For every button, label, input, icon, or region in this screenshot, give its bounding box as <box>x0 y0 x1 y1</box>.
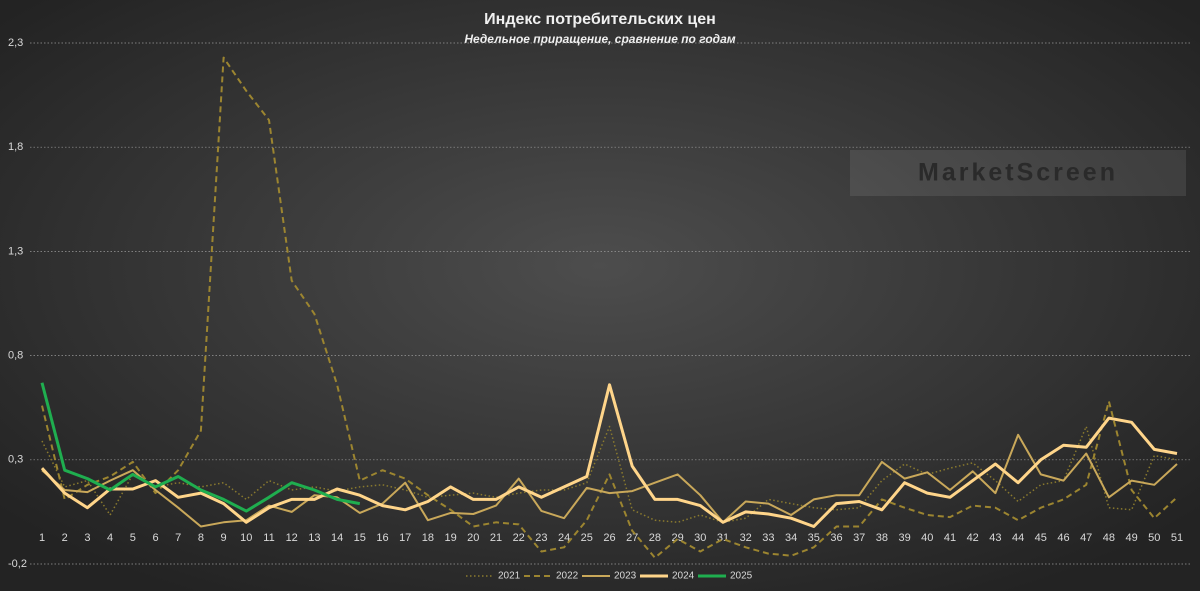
x-tick-label: 46 <box>1057 532 1069 544</box>
x-tick-label: 49 <box>1125 532 1137 544</box>
x-tick-label: 27 <box>626 532 638 544</box>
x-tick-label: 10 <box>240 532 252 544</box>
x-tick-label: 18 <box>422 532 434 544</box>
legend-label: 2023 <box>614 571 637 582</box>
x-tick-label: 2 <box>62 532 68 544</box>
x-tick-label: 44 <box>1012 532 1024 544</box>
series-line <box>41 433 1178 528</box>
x-tick-label: 16 <box>376 532 388 544</box>
x-tick-label: 8 <box>198 532 204 544</box>
y-tick-label: 1,3 <box>8 245 23 257</box>
x-tick-label: 19 <box>444 532 456 544</box>
x-tick-label: 47 <box>1080 532 1092 544</box>
y-tick-label: 2,3 <box>8 37 23 49</box>
x-tick-label: 28 <box>649 532 661 544</box>
x-tick-label: 21 <box>490 532 502 544</box>
x-tick-label: 36 <box>830 532 842 544</box>
x-tick-label: 35 <box>808 532 820 544</box>
x-tick-label: 42 <box>967 532 979 544</box>
watermark: MarketScreen <box>918 159 1118 187</box>
x-tick-label: 39 <box>898 532 910 544</box>
x-tick-label: 50 <box>1148 532 1160 544</box>
x-tick-label: 6 <box>152 532 158 544</box>
x-tick-label: 43 <box>989 532 1001 544</box>
legend-label: 2025 <box>730 571 753 582</box>
chart-title: Индекс потребительских цен <box>484 11 716 28</box>
x-tick-label: 32 <box>740 532 752 544</box>
x-tick-label: 26 <box>603 532 615 544</box>
y-tick-label: 1,8 <box>8 141 23 153</box>
x-tick-label: 5 <box>130 532 136 544</box>
x-tick-label: 25 <box>581 532 593 544</box>
y-tick-label: 0,3 <box>8 454 23 466</box>
y-tick-label: 0,8 <box>8 350 23 362</box>
x-tick-label: 15 <box>354 532 366 544</box>
legend-label: 2021 <box>498 571 521 582</box>
x-tick-label: 13 <box>308 532 320 544</box>
x-tick-label: 3 <box>84 532 90 544</box>
x-tick-label: 22 <box>513 532 525 544</box>
x-tick-label: 9 <box>221 532 227 544</box>
x-tick-label: 14 <box>331 532 343 544</box>
legend-label: 2022 <box>556 571 579 582</box>
x-tick-label: 38 <box>876 532 888 544</box>
x-tick-label: 34 <box>785 532 797 544</box>
x-tick-label: 17 <box>399 532 411 544</box>
x-tick-label: 20 <box>467 532 479 544</box>
x-tick-label: 12 <box>286 532 298 544</box>
x-tick-label: 40 <box>921 532 933 544</box>
x-tick-label: 33 <box>762 532 774 544</box>
series-line <box>40 382 361 513</box>
series-line <box>41 425 1178 524</box>
x-tick-label: 51 <box>1171 532 1183 544</box>
x-tick-label: 30 <box>694 532 706 544</box>
legend-label: 2024 <box>672 571 695 582</box>
watermark-box <box>850 150 1186 196</box>
y-tick-label: -0,2 <box>8 558 27 570</box>
series-line <box>41 56 1178 559</box>
x-tick-label: 4 <box>107 532 113 544</box>
chart-subtitle: Недельное приращение, сравнение по годам <box>464 32 735 46</box>
x-tick-label: 11 <box>263 532 274 544</box>
x-tick-label: 45 <box>1035 532 1047 544</box>
x-tick-label: 1 <box>39 532 45 544</box>
series-line <box>40 383 1178 528</box>
x-tick-label: 37 <box>853 532 865 544</box>
x-tick-label: 48 <box>1103 532 1115 544</box>
x-tick-label: 24 <box>558 532 570 544</box>
x-tick-label: 41 <box>944 532 956 544</box>
x-tick-label: 7 <box>175 532 181 544</box>
x-tick-label: 23 <box>535 532 547 544</box>
